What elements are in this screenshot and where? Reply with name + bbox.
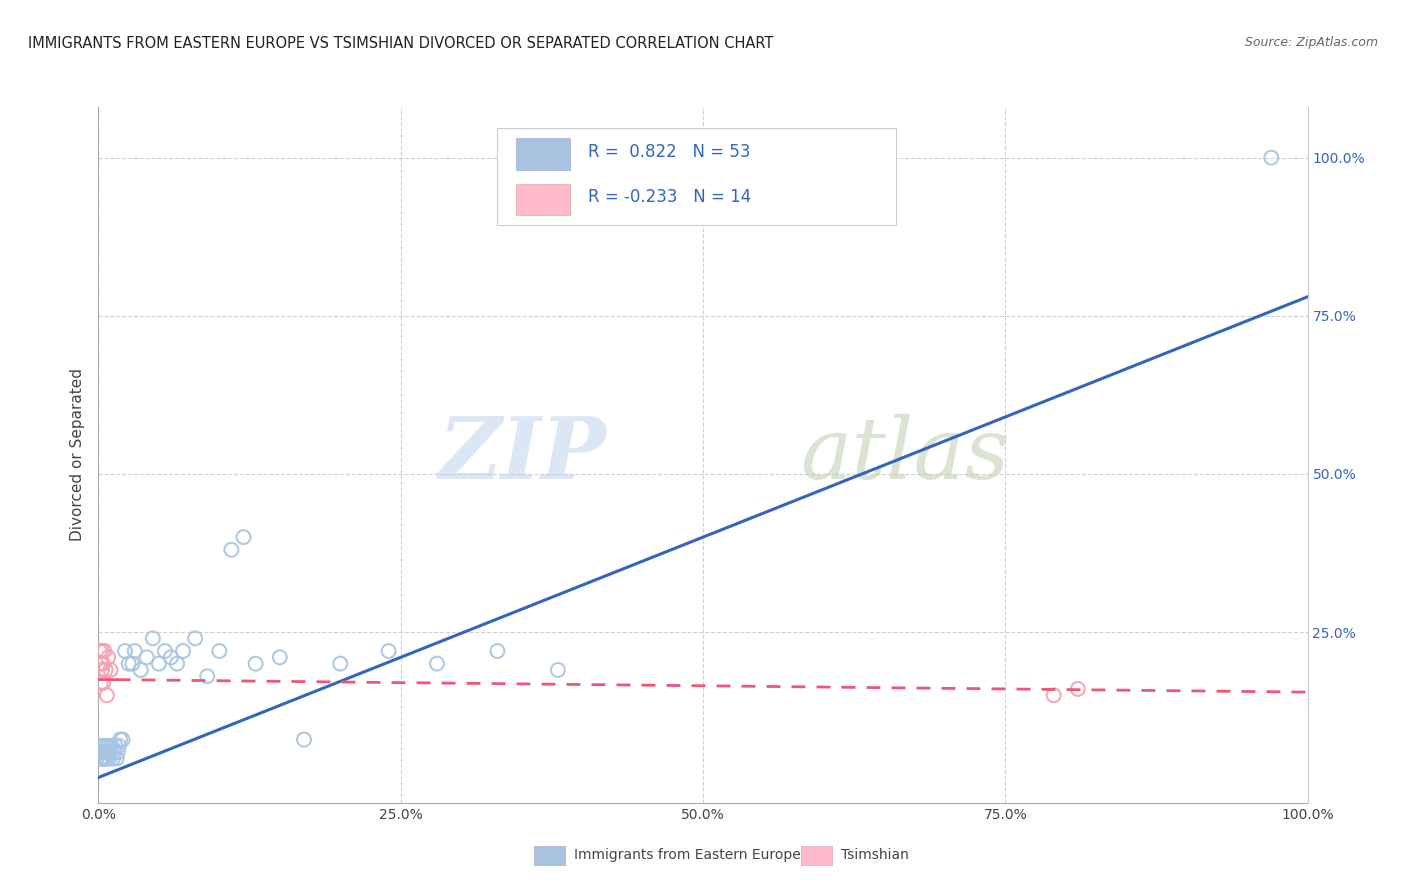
Point (100, 739, 122, 753)
Point (89, 644, 111, 658)
Point (90, 657, 112, 671)
Point (91, 751, 114, 765)
Text: atlas: atlas (800, 414, 1010, 496)
Text: R = -0.233   N = 14: R = -0.233 N = 14 (588, 188, 751, 206)
Point (91, 644, 114, 658)
Point (91, 663, 114, 677)
Point (208, 644, 231, 658)
Point (97, 650, 120, 665)
Point (108, 739, 131, 753)
Point (114, 644, 136, 658)
Text: R =  0.822   N = 53: R = 0.822 N = 53 (588, 144, 751, 161)
Point (221, 542, 243, 557)
Point (91, 657, 114, 671)
Point (93, 751, 115, 765)
Point (100, 663, 122, 677)
Point (124, 644, 146, 658)
Point (232, 530, 254, 544)
Point (135, 650, 157, 665)
Point (111, 732, 134, 747)
Point (89, 745, 111, 759)
Point (100, 739, 122, 753)
Point (245, 657, 267, 671)
Point (1042, 688, 1064, 702)
Point (104, 739, 127, 753)
Point (100, 745, 122, 759)
Point (160, 650, 183, 665)
Point (292, 732, 315, 747)
Point (97, 745, 120, 759)
Point (91, 751, 114, 765)
Point (97, 739, 120, 753)
Point (329, 657, 352, 671)
FancyBboxPatch shape (516, 184, 569, 215)
Point (90, 751, 112, 765)
Point (90, 675, 112, 690)
Point (90, 739, 112, 753)
FancyBboxPatch shape (498, 128, 897, 226)
Point (184, 632, 207, 646)
Point (1260, 151, 1282, 165)
Point (94, 663, 117, 677)
Point (91, 675, 114, 690)
Point (195, 669, 218, 683)
Point (172, 644, 194, 658)
Text: ZIP: ZIP (439, 413, 606, 497)
Text: Source: ZipAtlas.com: Source: ZipAtlas.com (1244, 36, 1378, 49)
Point (105, 751, 128, 765)
Point (101, 751, 124, 765)
Point (96, 688, 118, 702)
Text: IMMIGRANTS FROM EASTERN EUROPE VS TSIMSHIAN DIVORCED OR SEPARATED CORRELATION CH: IMMIGRANTS FROM EASTERN EUROPE VS TSIMSH… (28, 36, 773, 51)
Point (129, 663, 152, 677)
Point (426, 657, 449, 671)
Point (142, 632, 165, 646)
Point (121, 657, 143, 671)
Point (269, 650, 291, 665)
Point (166, 657, 188, 671)
Point (118, 657, 141, 671)
Point (91, 745, 114, 759)
Point (96, 751, 118, 765)
Point (94, 751, 117, 765)
Point (1067, 681, 1090, 696)
Point (94, 745, 117, 759)
FancyBboxPatch shape (516, 138, 569, 169)
Point (98, 751, 121, 765)
Point (377, 644, 399, 658)
Point (148, 657, 170, 671)
Point (91, 745, 114, 759)
Y-axis label: Divorced or Separated: Divorced or Separated (70, 368, 86, 541)
Text: Immigrants from Eastern Europe: Immigrants from Eastern Europe (574, 848, 800, 863)
Text: Tsimshian: Tsimshian (841, 848, 908, 863)
Point (93, 644, 115, 658)
Point (107, 745, 129, 759)
Point (103, 745, 125, 759)
Point (93, 739, 115, 753)
Point (153, 644, 176, 658)
Point (486, 644, 509, 658)
Point (108, 732, 131, 747)
Point (96, 739, 118, 753)
Point (547, 663, 569, 677)
